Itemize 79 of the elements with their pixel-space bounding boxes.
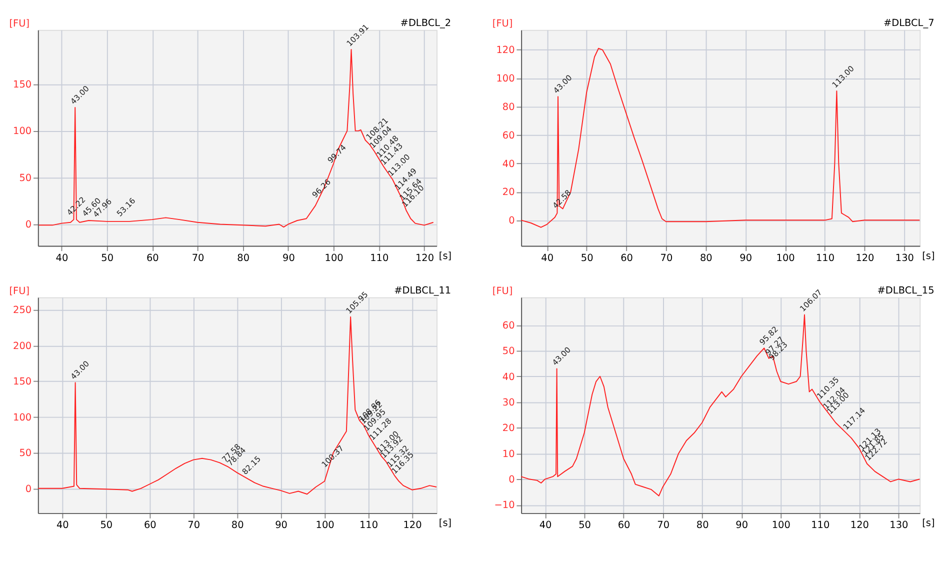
x-tick-label: 40 [541,252,554,264]
line-series [520,48,920,228]
y-tick-label: 100 [13,126,32,138]
x-tick-label: 70 [192,252,204,264]
y-tick-label: 0 [508,216,515,227]
line-series [38,49,434,228]
chart-title: #DLBCL_15 [877,285,934,296]
y-tick-label: 80 [502,102,515,113]
y-tick-label: 200 [13,340,32,352]
y-tick-label: 50 [19,172,32,184]
x-tick-label: 90 [275,520,288,532]
x-tick-label: 120 [403,520,422,532]
y-tick-label: 50 [19,448,32,460]
x-tick-label: 90 [282,252,295,264]
x-axis-title: [s] [438,250,452,262]
line-series [520,314,920,496]
x-tick-label: 110 [359,520,378,532]
x-tick-label: 80 [700,252,712,264]
x-tick-label: 100 [316,520,334,532]
y-tick-label: 120 [496,45,515,56]
x-tick-label: 130 [895,252,914,264]
x-tick-label: 90 [736,520,748,532]
y-tick-label: 60 [502,130,515,142]
y-tick-label: 20 [502,187,515,198]
x-tick-label: 120 [856,252,874,264]
x-axis-title: [s] [438,518,452,530]
y-tick-label: 150 [13,376,32,388]
y-tick-label: 100 [496,74,515,85]
y-axis-title: [FU] [9,286,30,297]
y-tick-label: −10 [494,500,515,512]
x-tick-label: 60 [620,252,633,264]
x-tick-label: 120 [415,252,434,264]
y-tick-label: 100 [13,412,32,424]
x-tick-label: 110 [816,252,835,264]
y-tick-label: 30 [502,397,515,408]
y-axis-title: [FU] [492,286,513,297]
x-axis-title: [s] [922,518,935,530]
x-tick-label: 70 [660,252,673,264]
x-tick-label: 110 [811,520,830,532]
y-tick-label: 0 [25,484,32,495]
y-tick-label: 0 [508,474,515,486]
x-tick-label: 130 [890,520,908,532]
x-tick-label: 90 [740,252,752,264]
y-axis-title: [FU] [492,18,513,30]
y-tick-label: 40 [502,372,515,383]
x-tick-label: 60 [146,252,159,264]
chart-title: #DLBCL_7 [883,18,934,30]
x-tick-label: 100 [772,520,790,532]
x-tick-label: 70 [657,520,670,532]
y-tick-label: 40 [502,158,515,170]
x-tick-label: 50 [578,520,591,532]
x-tick-label: 80 [237,252,250,264]
x-tick-label: 100 [776,252,795,264]
y-tick-label: 20 [502,423,515,434]
x-tick-label: 50 [100,520,113,532]
x-tick-label: 60 [144,520,156,532]
y-tick-label: 60 [502,320,515,332]
x-axis-title: [s] [922,250,935,262]
chart-title: #DLBCL_11 [394,285,452,296]
x-tick-label: 70 [188,520,200,532]
x-tick-label: 110 [370,252,389,264]
x-tick-label: 80 [231,520,244,532]
y-tick-label: 50 [502,346,515,358]
x-tick-label: 50 [580,252,594,264]
x-tick-label: 100 [324,252,344,264]
x-tick-label: 120 [850,520,869,532]
y-tick-label: 150 [13,79,32,90]
x-tick-label: 80 [696,520,709,532]
y-tick-label: 0 [25,220,32,231]
line-series [38,316,437,495]
y-tick-label: 250 [13,305,32,316]
y-axis-title: [FU] [9,18,30,30]
x-tick-label: 40 [539,520,552,532]
x-tick-label: 50 [101,252,114,264]
y-tick-label: 10 [502,448,515,460]
x-tick-label: 40 [56,252,68,264]
chart-title: #DLBCL_2 [400,18,452,30]
x-tick-label: 60 [618,520,630,532]
x-tick-label: 40 [56,520,69,532]
